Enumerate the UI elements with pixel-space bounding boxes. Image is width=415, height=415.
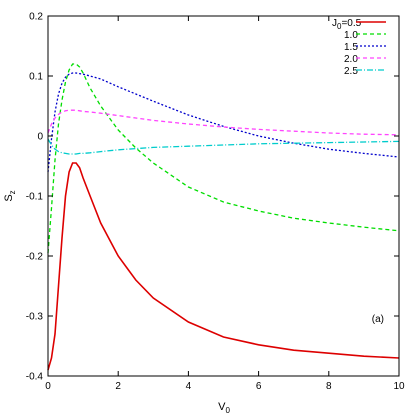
y-tick-label: -0.4 [26, 372, 44, 383]
x-axis-title: V0 [218, 401, 230, 415]
y-axis-title: Sz [3, 190, 17, 201]
y-tick-label: -0.3 [26, 312, 44, 323]
series-line-1 [47, 162, 400, 371]
series-line-3 [47, 72, 400, 173]
y-tick-label: -0.2 [26, 252, 44, 263]
x-tick-label: 4 [186, 381, 192, 392]
legend-label: 1.0 [344, 30, 358, 41]
legend-label: 1.5 [344, 42, 358, 53]
series-line-2 [47, 63, 400, 254]
x-tick-label: 6 [256, 381, 262, 392]
x-tick-label: 2 [115, 381, 121, 392]
x-tick-label: 8 [326, 381, 332, 392]
x-tick-label: 0 [45, 381, 51, 392]
y-tick-label: 0.2 [29, 12, 43, 23]
legend-label: 2.5 [344, 66, 358, 77]
axis-ticks: 0 2 4 6 8 10 -0.4 -0.3 -0.2 -0.1 0 0.1 0.2 [26, 12, 405, 393]
series-lines [47, 63, 400, 371]
legend-title: J0=0.5 [332, 18, 362, 31]
y-tick-label: 0 [37, 132, 43, 143]
y-tick-label: -0.1 [26, 192, 44, 203]
annotation-label: (a) [372, 314, 384, 325]
series-line-4 [47, 109, 400, 136]
legend: J0=0.51.01.52.02.5 [332, 18, 386, 77]
legend-label: 2.0 [344, 54, 358, 65]
series-line-5 [47, 138, 400, 155]
x-tick-label: 10 [393, 381, 405, 392]
y-tick-label: 0.1 [29, 72, 43, 83]
